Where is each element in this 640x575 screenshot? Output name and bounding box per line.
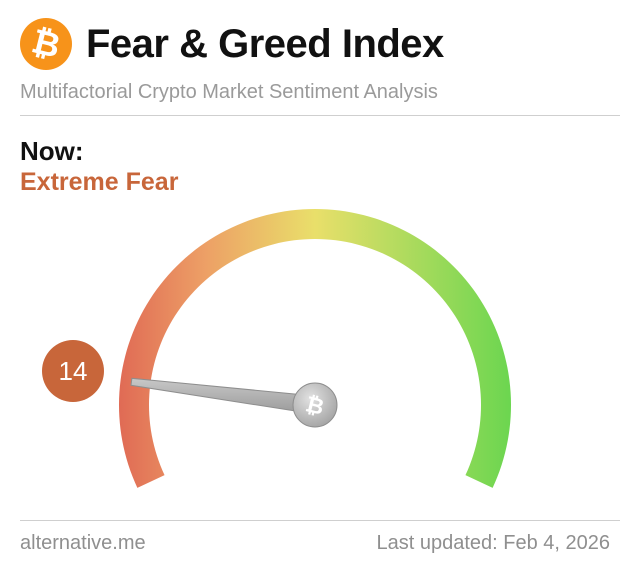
source-link[interactable]: alternative.me [20, 532, 146, 554]
gauge-hub [292, 382, 338, 428]
gauge-arc [118, 209, 512, 488]
page-subtitle: Multifactorial Crypto Market Sentiment A… [20, 81, 438, 103]
now-label: Now: [20, 136, 84, 166]
bottom-divider [20, 520, 620, 521]
sentiment-classification: Extreme Fear [20, 168, 179, 196]
score-badge: 14 [42, 340, 104, 402]
last-updated-label: Last updated: [376, 532, 498, 554]
bitcoin-hub-icon: ₿ [303, 392, 326, 421]
gauge-needle [130, 377, 317, 415]
top-divider [20, 115, 620, 116]
last-updated: Last updated: Feb 4, 2026 [376, 532, 610, 555]
last-updated-date: Feb 4, 2026 [503, 532, 610, 554]
page-title: Fear & Greed Index [86, 22, 444, 66]
bitcoin-logo-icon: ₿ [20, 18, 72, 70]
